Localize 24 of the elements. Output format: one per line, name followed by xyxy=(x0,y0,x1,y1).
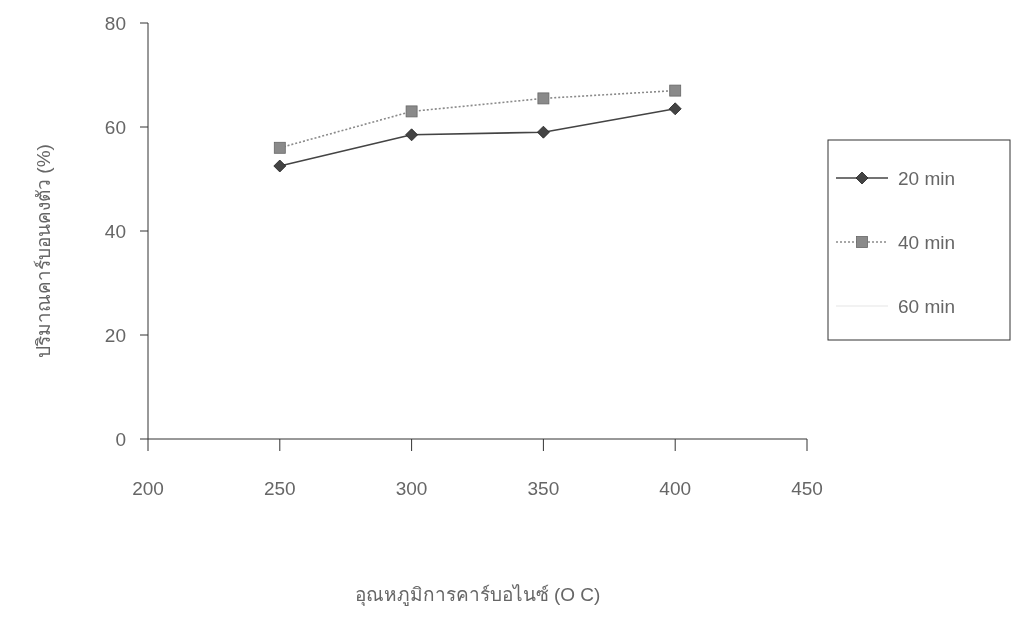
point xyxy=(537,92,550,105)
point xyxy=(405,105,418,118)
y-tick-label: 40 xyxy=(104,220,126,242)
legend-label: 40 min xyxy=(898,231,956,253)
point xyxy=(669,84,682,97)
legend-label: 20 min xyxy=(898,167,956,189)
x-tick-label: 350 xyxy=(527,478,560,499)
x-tick-label: 200 xyxy=(132,478,164,499)
x-axis-title: อุณหภูมิการคาร์บอไนซ์ (O C) xyxy=(354,584,601,607)
point xyxy=(405,128,418,142)
legend-label: 60 min xyxy=(898,295,956,317)
point xyxy=(273,141,286,154)
y-tick-label: 60 xyxy=(104,116,126,138)
y-tick-label: 20 xyxy=(104,324,126,346)
x-tick-label: 250 xyxy=(263,478,296,499)
y-tick-label: 80 xyxy=(104,12,126,34)
x-tick-label: 400 xyxy=(659,478,692,499)
point xyxy=(273,159,287,173)
x-tick-label: 450 xyxy=(791,478,823,499)
x-tick-label: 300 xyxy=(395,478,428,499)
point xyxy=(537,125,550,139)
y-axis-title: ปริมาณคาร์บอนคงตัว (%) xyxy=(33,144,54,358)
y-tick-label: 0 xyxy=(115,428,126,450)
point xyxy=(668,102,682,116)
